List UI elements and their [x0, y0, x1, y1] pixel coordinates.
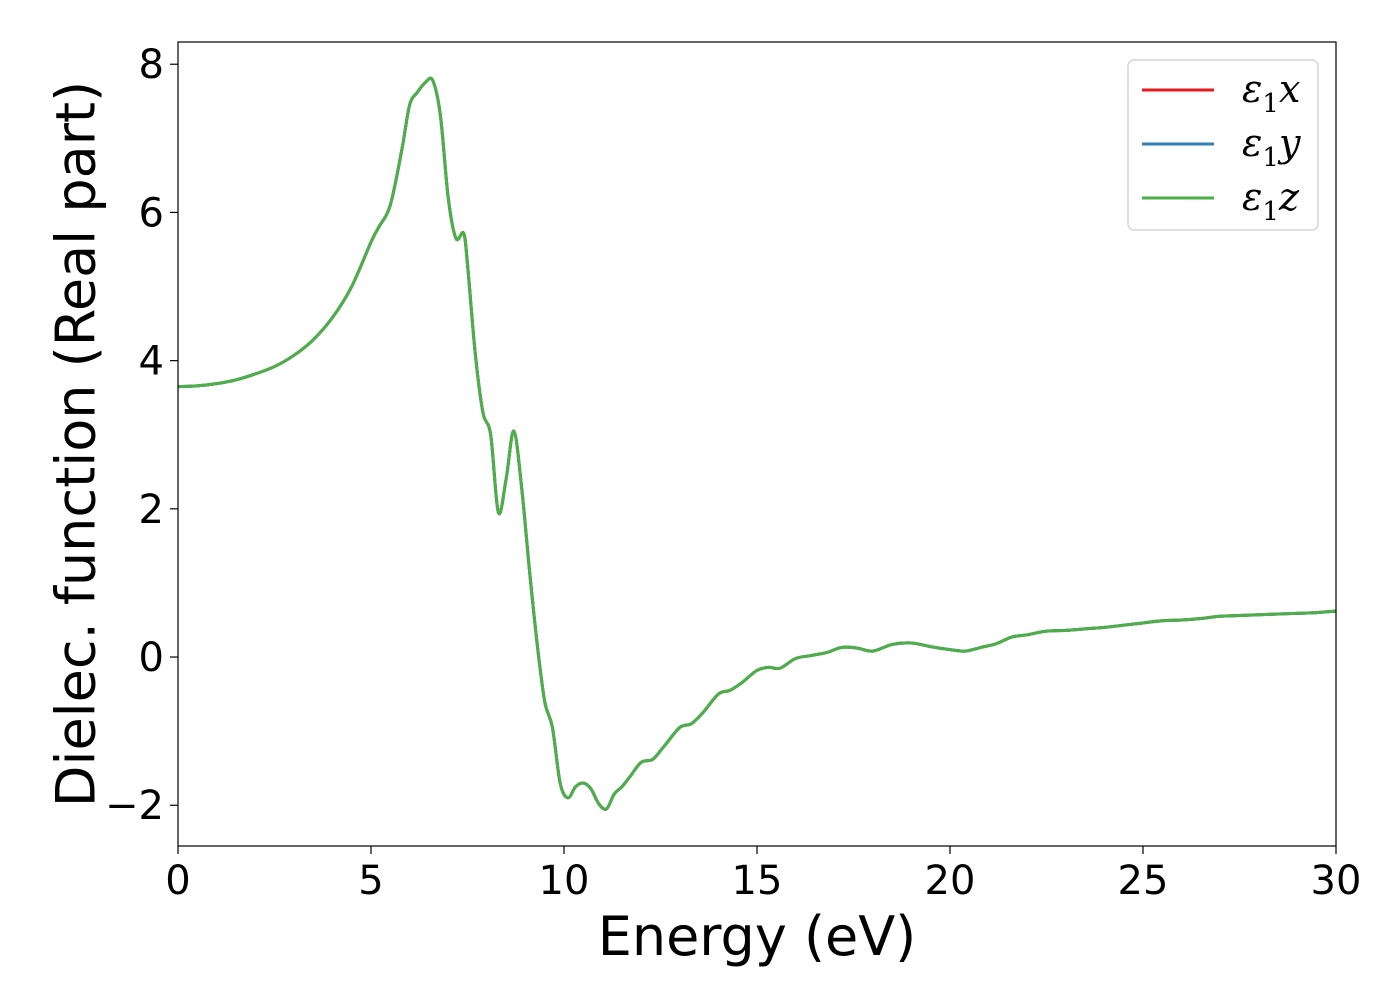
- y-tick-label: −2: [105, 783, 164, 829]
- y-tick-label: 2: [139, 487, 164, 533]
- x-tick-label: 5: [358, 858, 383, 904]
- series-line-2: [178, 76, 1336, 811]
- x-tick-label: 10: [539, 858, 590, 904]
- x-axis-label: Energy (eV): [598, 905, 917, 968]
- y-tick-label: 4: [139, 339, 164, 385]
- series-layer: [178, 76, 1336, 811]
- x-tick-label: 20: [925, 858, 976, 904]
- y-tick-label: 0: [139, 635, 164, 681]
- x-tick-label: 15: [732, 858, 783, 904]
- x-tick-label: 30: [1311, 858, 1362, 904]
- y-tick-label: 8: [139, 42, 164, 88]
- legend-entry-label: ε1z: [1242, 175, 1300, 227]
- y-tick-label: 6: [139, 190, 164, 236]
- legend-entry-label: ε1y: [1242, 121, 1301, 173]
- y-axis-ticks: −2 0 2 4 6 8: [105, 42, 178, 829]
- x-tick-label: 25: [1118, 858, 1169, 904]
- legend-entry-label: ε1x: [1242, 67, 1300, 119]
- x-tick-label: 0: [165, 858, 190, 904]
- legend-box: [1127, 59, 1319, 231]
- y-axis-label: Dielec. function (Real part): [45, 81, 108, 807]
- x-axis-ticks: 0 5 10 15 20 25 30: [165, 846, 1361, 904]
